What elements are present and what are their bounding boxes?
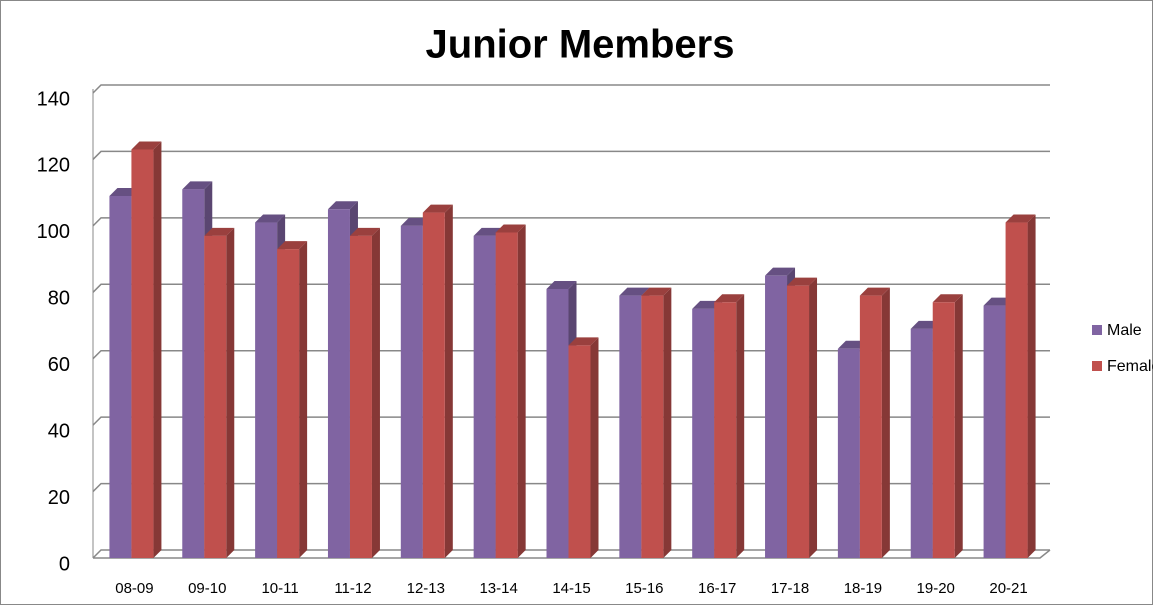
- legend-label: Male: [1107, 322, 1142, 339]
- y-tick-label: 100: [37, 221, 70, 243]
- bar: [568, 345, 591, 558]
- bar: [349, 235, 372, 559]
- bar-side: [736, 294, 745, 558]
- x-tick-label: 14-15: [552, 580, 590, 597]
- bar: [255, 222, 278, 559]
- bar-top: [327, 201, 358, 210]
- bar: [546, 288, 569, 558]
- bar-side: [299, 241, 308, 558]
- bar: [400, 225, 423, 558]
- bar-top: [619, 287, 650, 296]
- bar-top: [422, 204, 453, 213]
- bar: [787, 285, 810, 558]
- y-tick-label: 80: [48, 288, 70, 310]
- bar-top: [714, 294, 745, 303]
- bar: [932, 302, 955, 558]
- x-tick-label: 11-12: [334, 580, 371, 597]
- y-tick-label: 120: [37, 155, 70, 177]
- x-tick-label: 13-14: [479, 580, 517, 597]
- bar-side: [663, 287, 672, 558]
- bar-side: [226, 227, 235, 559]
- x-tick-label: 12-13: [407, 580, 445, 597]
- x-tick-label: 18-19: [844, 580, 882, 597]
- y-tick-label: 0: [59, 553, 70, 575]
- x-tick-label: 08-09: [115, 580, 153, 597]
- bar: [495, 232, 518, 558]
- bar-side: [444, 204, 453, 559]
- bar: [109, 195, 132, 558]
- bar-top: [495, 224, 526, 233]
- bar: [1005, 222, 1028, 559]
- x-tick-label: 10-11: [261, 580, 298, 597]
- bar: [422, 212, 445, 559]
- bar: [837, 348, 860, 558]
- chart-title: Junior Members: [426, 23, 735, 67]
- y-tick-label: 40: [48, 420, 70, 442]
- bar: [859, 295, 882, 558]
- legend-label: Female: [1107, 358, 1153, 375]
- bar-side: [371, 227, 380, 559]
- y-tick-label: 20: [48, 487, 70, 509]
- x-tick-label: 19-20: [917, 580, 955, 597]
- bar: [765, 275, 788, 558]
- y-tick-label: 140: [37, 88, 70, 110]
- bar: [619, 295, 642, 558]
- bar-side: [954, 294, 963, 558]
- legend-swatch: [1092, 325, 1102, 335]
- bar-side: [809, 277, 818, 558]
- bar-top: [204, 227, 235, 236]
- bar: [277, 249, 300, 558]
- bar-top: [859, 287, 890, 296]
- bar-side: [881, 287, 890, 558]
- legend-swatch: [1092, 361, 1102, 371]
- bar-top: [131, 141, 162, 150]
- bar-side: [517, 224, 526, 558]
- bar-top: [349, 227, 380, 236]
- bar: [473, 235, 496, 559]
- bar: [692, 308, 715, 558]
- bar-top: [787, 277, 818, 286]
- bar-top: [1005, 214, 1036, 223]
- grid-line: [92, 84, 1050, 94]
- bar-top: [277, 241, 308, 250]
- grid-line: [92, 283, 1050, 293]
- x-tick-label: 15-16: [625, 580, 663, 597]
- bar-top: [546, 280, 577, 289]
- bar-top: [641, 287, 672, 296]
- bar: [182, 189, 205, 559]
- bar: [983, 305, 1006, 558]
- bar: [910, 328, 933, 558]
- bar-top: [568, 337, 599, 346]
- bar-side: [1027, 214, 1036, 559]
- bar: [641, 295, 664, 558]
- bar-top: [255, 214, 286, 223]
- bar: [131, 149, 154, 558]
- bar: [327, 209, 350, 558]
- x-tick-label: 16-17: [698, 580, 736, 597]
- grid-line: [92, 150, 1050, 160]
- bar-side: [153, 141, 162, 558]
- y-tick-label: 60: [48, 354, 70, 376]
- x-tick-label: 20-21: [989, 580, 1027, 597]
- bar-top: [182, 181, 213, 190]
- x-tick-label: 17-18: [771, 580, 809, 597]
- bar: [204, 235, 227, 559]
- bar: [714, 302, 737, 558]
- grid-line: [92, 217, 1050, 227]
- bar-top: [932, 294, 963, 303]
- bar-top: [765, 267, 796, 276]
- x-tick-label: 09-10: [188, 580, 226, 597]
- bar-side: [590, 337, 599, 558]
